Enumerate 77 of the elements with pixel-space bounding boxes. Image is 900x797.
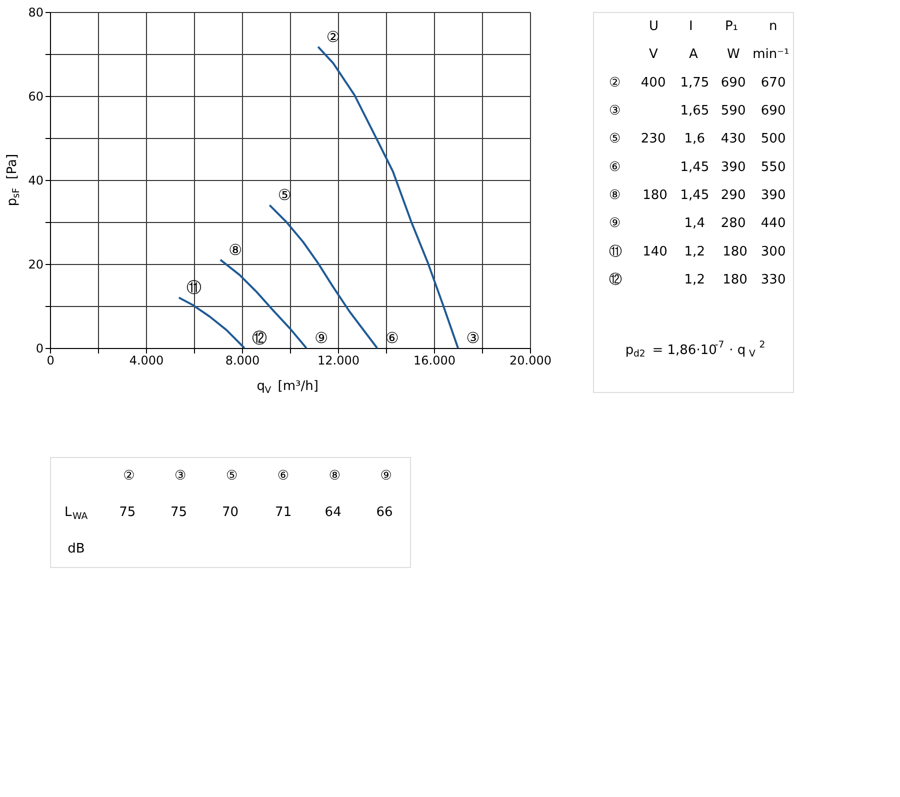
text: 230 — [640, 132, 666, 147]
text: ⑨ — [608, 216, 621, 232]
text: 1,4 — [684, 216, 705, 232]
text: 180 — [722, 244, 748, 260]
text: 1,6 — [684, 132, 705, 147]
x-tick-label: 0 — [46, 354, 54, 368]
line-series — [317, 46, 459, 349]
text: ③ — [608, 104, 621, 119]
text: ⑧ — [328, 468, 340, 484]
text: n — [768, 19, 778, 34]
text: ② — [123, 468, 135, 484]
annotation: ⑧ — [228, 240, 242, 259]
text: ⑤ — [608, 132, 621, 147]
text: 1,2 — [684, 272, 705, 288]
text: 670 — [760, 75, 786, 90]
text: 690 — [760, 104, 786, 119]
text: 1,75 — [680, 75, 710, 90]
y-axis-title: psF [Pa] — [5, 154, 22, 206]
line-series — [268, 204, 378, 349]
text: 590 — [720, 104, 746, 119]
text: 390 — [760, 188, 786, 203]
x-tick-label: 4.000 — [129, 354, 164, 368]
line-series — [219, 258, 308, 349]
text: 140 — [642, 244, 668, 260]
text: dB — [68, 542, 85, 557]
x-tick-label: 12.000 — [318, 354, 360, 368]
text: ⑫ — [608, 272, 622, 288]
text: 180 — [642, 188, 668, 203]
y-tick-label: 20 — [28, 258, 44, 272]
text: U — [648, 19, 658, 34]
text: P₁ — [724, 19, 738, 34]
line-series — [178, 296, 246, 349]
text: 1,65 — [680, 104, 710, 119]
text: 390 — [720, 160, 746, 175]
text: 690 — [720, 75, 746, 90]
text: 64 — [324, 505, 342, 520]
text: 1,45 — [680, 188, 710, 203]
text: 550 — [760, 160, 786, 175]
text: 430 — [720, 132, 746, 147]
text: 440 — [760, 216, 786, 232]
text: 180 — [722, 272, 748, 288]
text: min⁻¹ — [752, 47, 790, 62]
text: ⑥ — [277, 468, 290, 484]
text: 400 — [640, 75, 666, 90]
text: 70 — [222, 505, 238, 520]
x-tick-label: 8.000 — [225, 354, 260, 368]
text: 71 — [275, 505, 292, 520]
text: 66 — [376, 505, 393, 520]
text: ⑧ — [608, 188, 621, 203]
text: A — [688, 47, 698, 62]
text: 1,2 — [684, 244, 705, 260]
text: I — [688, 19, 693, 34]
text: 1,45 — [680, 160, 710, 175]
text: 290 — [720, 188, 746, 203]
y-tick-label: 60 — [28, 90, 44, 104]
text: 330 — [760, 272, 786, 288]
text: 75 — [170, 505, 188, 520]
y-tick-label: 0 — [36, 342, 44, 356]
text: ⑪ — [608, 244, 622, 260]
text: ⑤ — [226, 468, 238, 484]
text: 75 — [119, 505, 136, 520]
text: V — [648, 47, 658, 62]
text: 500 — [760, 132, 786, 147]
annotation: ③ — [466, 329, 480, 347]
text: 300 — [760, 244, 786, 260]
annotation: ⑫ — [252, 329, 267, 347]
annotation: ⑨ — [314, 329, 328, 347]
text: ⑥ — [608, 160, 621, 175]
y-tick-label: 40 — [28, 174, 44, 188]
text: ⑨ — [380, 468, 392, 484]
text: ② — [608, 75, 621, 90]
y-tick-label: 80 — [28, 6, 44, 20]
text: W — [727, 47, 740, 62]
text: 280 — [720, 216, 746, 232]
x-tick-label: 20.000 — [510, 354, 552, 368]
text: ③ — [174, 468, 186, 484]
x-tick-label: 16.000 — [414, 354, 456, 368]
